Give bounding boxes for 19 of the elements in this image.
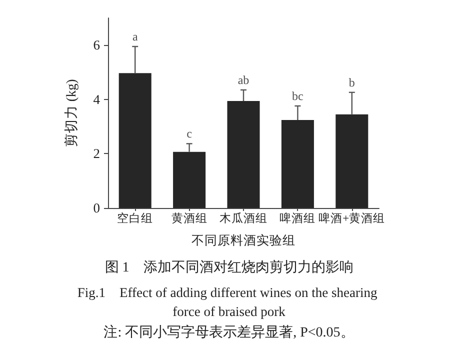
annotation: b [348, 75, 355, 90]
x-tick-label: 啤酒组 [280, 211, 316, 225]
annotation: a [132, 30, 138, 44]
y-tick-label: 6 [93, 38, 100, 53]
x-tick-label: 木瓜酒组 [220, 212, 268, 225]
x-tick-label: 啤酒+黄酒组 [318, 211, 386, 225]
annotation: c [186, 126, 192, 141]
y-axis-title: 剪切力 (kg) [64, 79, 78, 147]
y-tick-label: 0 [93, 200, 100, 216]
annotation: ab [238, 72, 250, 87]
x-tick-label: 空白组 [117, 211, 154, 225]
annotation: bc [292, 88, 304, 103]
text: 注: 不同小写字母表示差异显著, P<0.05。 [104, 324, 354, 340]
y-tick-label: 2 [93, 146, 100, 162]
text: 图 1 添加不同酒对红烧肉剪切力的影响 [104, 260, 354, 276]
x-axis-title: 不同原料酒实验组 [192, 234, 296, 248]
y-tick-label: 4 [93, 92, 100, 107]
text: Fig.1 Effect of adding different wines on the shearing force of braised pork [77, 285, 381, 319]
x-tick-label: 黄酒组 [171, 212, 208, 225]
